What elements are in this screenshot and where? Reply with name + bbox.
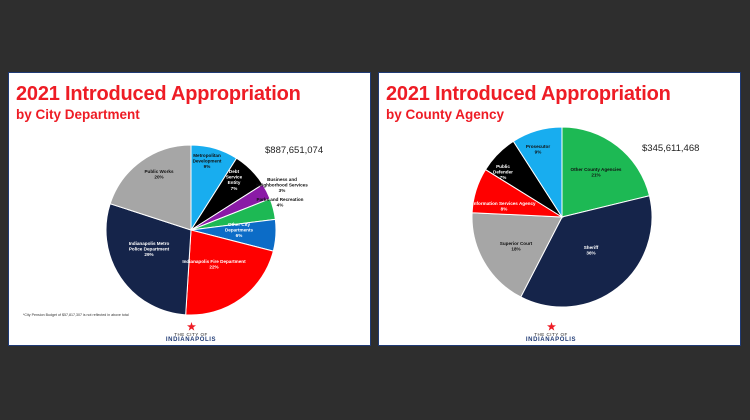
slice-label: Superior Court 18% [500,241,533,252]
slice-label: Indianapolis Metro Police Department 29% [129,241,170,257]
logo-big-text: INDIANAPOLIS [525,337,577,343]
total-amount: $887,651,074 [265,145,324,156]
chart-subtitle: by County Agency [386,107,505,122]
pie-slice-other-county-agencies [561,126,651,218]
chart-subtitle: by City Department [16,107,140,122]
slice-label: Public Defender 7% [493,164,513,180]
city-department-panel: 2021 Introduced Appropriation by City De… [8,72,371,346]
total-amount: $345,611,468 [642,143,700,154]
star-icon [546,322,556,331]
chart-title: 2021 Introduced Appropriation [386,83,671,105]
pie-slice-sheriff [520,195,653,308]
slice-label: Information Services Agency 8% [472,201,536,212]
slice-label: Public Works 20% [144,169,173,180]
pie-slice-indianapolis-metro-police-department [105,203,192,316]
slice-label: Prosecutor 9% [526,144,550,155]
county-agency-panel: 2021 Introduced Appropriation by County … [378,72,741,346]
star-icon [186,322,196,331]
slice-label: Business and Neighborhood Services 3% [256,177,308,193]
slice-label: Debt Service Entity 7% [226,169,243,191]
city-logo: THE CITY OF INDIANAPOLIS [161,322,221,344]
slice-label: Other County Agencies 21% [571,167,622,178]
slice-label: Other City Departments 6% [225,222,254,238]
logo-big-text: INDIANAPOLIS [165,337,217,343]
logo-small-text: THE CITY OF [174,332,208,337]
city-department-pie-chart: Metropolitan Development 9%Debt Service Enti… [105,144,308,316]
city-logo: THE CITY OF INDIANAPOLIS [521,322,581,344]
slice-label: Indianapolis Fire Department 22% [182,259,246,270]
pie-slice-public-works [109,144,192,231]
pension-footnote: *City Pension Budget of $57,817,307 is n… [23,313,129,317]
pie-slice-indianapolis-fire-department [185,229,274,316]
logo-small-text: THE CITY OF [534,332,568,337]
chart-title: 2021 Introduced Appropriation [16,83,301,105]
pie-slice-superior-court [471,212,563,298]
slice-label: Metropolitan Development 9% [193,153,222,169]
slice-label: Sheriff 36% [584,245,599,256]
pie-slice-prosecutor [512,126,563,219]
slice-label: Parks and Recreation 4% [257,197,304,208]
county-agency-pie-chart: Other County Agencies 21% Sheriff 36% Superi… [471,126,653,308]
